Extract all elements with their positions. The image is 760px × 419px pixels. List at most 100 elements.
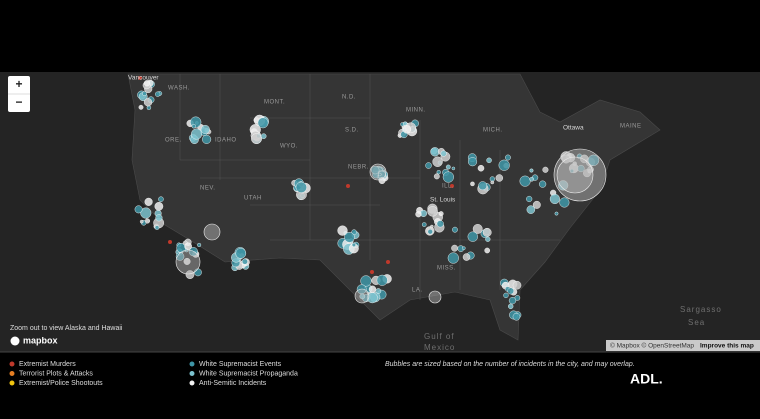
bubble xyxy=(462,253,471,261)
place-label: St. Louis xyxy=(430,197,456,204)
bubble xyxy=(376,274,388,286)
bubble xyxy=(371,165,380,175)
bubble xyxy=(452,226,458,233)
bubble xyxy=(257,117,269,129)
bubble xyxy=(558,180,569,191)
place-label: NEBR. xyxy=(348,165,369,171)
place-label: MONT. xyxy=(264,100,285,106)
bubble xyxy=(184,242,192,251)
bubble xyxy=(368,285,377,293)
bubble xyxy=(235,248,247,259)
bubble xyxy=(440,150,447,157)
bubble xyxy=(143,80,151,87)
bubble xyxy=(251,133,262,145)
legend-label: Terrorist Plots & Attacks xyxy=(19,370,93,377)
place-label: Vancouver xyxy=(128,75,159,82)
bubble xyxy=(508,303,514,310)
bubble xyxy=(155,91,161,97)
legend-swatch xyxy=(189,361,195,367)
bubble xyxy=(138,104,144,110)
place-label: MAINE xyxy=(620,124,642,130)
bubble xyxy=(478,181,488,191)
bubble xyxy=(144,197,153,206)
bubble xyxy=(202,134,212,144)
murder-bubble xyxy=(450,184,454,188)
bubble xyxy=(477,164,485,172)
bubble xyxy=(197,242,202,247)
bubble xyxy=(146,105,152,110)
bubble xyxy=(484,247,491,254)
bubble xyxy=(569,168,575,174)
legend-swatch xyxy=(9,361,15,367)
bubble xyxy=(512,280,522,290)
bubble xyxy=(495,174,504,182)
bubble xyxy=(505,154,511,161)
murder-bubble xyxy=(346,184,350,188)
map-note: Zoom out to view Alaska and Hawaii xyxy=(10,325,123,332)
bubble xyxy=(507,287,515,295)
bubble xyxy=(436,170,441,175)
bubble xyxy=(512,313,521,321)
bubble xyxy=(554,211,559,216)
bubble xyxy=(461,246,466,250)
place-label: WYO. xyxy=(280,144,298,150)
bubble xyxy=(442,171,454,183)
legend-label: White Supremacist Propaganda xyxy=(199,370,298,377)
legend-swatch xyxy=(9,380,15,386)
attribution: © Mapbox © OpenStreetMap xyxy=(610,342,694,350)
bubble xyxy=(572,161,577,166)
bubble xyxy=(139,219,144,224)
bubble xyxy=(447,252,459,264)
bubble xyxy=(587,168,592,174)
large-bubble xyxy=(369,163,387,181)
bubble xyxy=(175,252,185,261)
legend: Extremist Murders Terrorist Plots & Attac… xyxy=(9,361,298,387)
bubble xyxy=(549,193,560,204)
bubble xyxy=(532,200,541,209)
large-bubble xyxy=(428,290,442,304)
bubble xyxy=(378,172,382,177)
place-label: IDAHO xyxy=(215,138,237,144)
zoom-out-button[interactable]: − xyxy=(15,95,22,109)
bubble xyxy=(519,175,531,187)
legend-swatch xyxy=(9,371,15,376)
improve-link[interactable]: Improve this map xyxy=(700,343,754,350)
mapbox-logo: mapbox xyxy=(23,335,58,345)
legend-label: White Supremacist Events xyxy=(199,361,282,368)
murder-bubble xyxy=(138,76,142,80)
bubble xyxy=(260,133,267,139)
place-label: MICH. xyxy=(483,128,503,134)
bubble xyxy=(351,242,356,247)
bubble xyxy=(451,166,456,171)
bubble xyxy=(360,275,372,287)
murder-bubble xyxy=(168,240,172,244)
bubble xyxy=(587,154,600,166)
place-label: Sargasso xyxy=(680,305,722,314)
bubble xyxy=(451,244,458,252)
bubble xyxy=(415,211,422,218)
legend-label: Anti-Semitic Incidents xyxy=(199,380,267,387)
zoom-in-button[interactable]: + xyxy=(15,77,22,91)
bubble xyxy=(445,164,451,170)
place-label: ORE. xyxy=(165,138,182,144)
bubble xyxy=(472,224,483,234)
legend-swatch xyxy=(189,380,195,386)
place-label: Sea xyxy=(688,318,705,327)
bubble xyxy=(503,292,509,299)
bubble xyxy=(142,91,147,96)
large-bubble xyxy=(203,223,221,241)
bubble xyxy=(421,222,427,227)
bubble xyxy=(436,220,444,228)
bubble xyxy=(155,214,163,222)
large-bubble xyxy=(553,148,607,202)
place-label: Gulf of xyxy=(424,332,455,341)
attribution-box xyxy=(606,340,760,351)
adl-logo: ADL. xyxy=(630,371,663,387)
bubble xyxy=(359,293,366,300)
bubble xyxy=(526,205,536,214)
place-label: N.D. xyxy=(342,95,356,101)
bubble xyxy=(427,229,433,235)
bubble xyxy=(337,225,348,236)
bubble xyxy=(425,162,432,169)
place-label: NEV. xyxy=(200,186,215,192)
